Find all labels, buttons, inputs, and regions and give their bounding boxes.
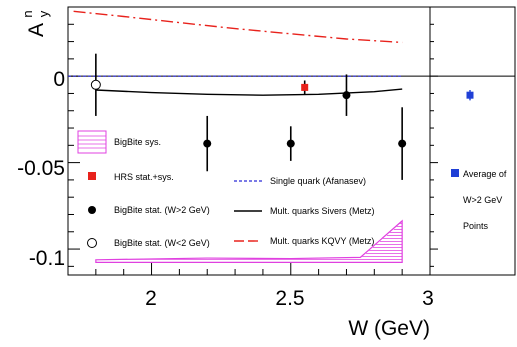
sys-band-group — [95, 219, 403, 263]
legend-label-bigbite-high: BigBite stat. (W>2 GeV) — [114, 205, 210, 215]
side-panel-frame — [429, 6, 516, 276]
legend-symbol-hrs — [88, 172, 96, 180]
legend-label-kqvy: Mult. quarks KQVY (Metz) — [270, 236, 374, 246]
x-tick-label-0: 2 — [145, 287, 157, 310]
data-point-bigbite-high — [342, 91, 351, 100]
x-axis-title: W (GeV) — [348, 317, 430, 340]
y-axis-title-sup: n — [20, 10, 35, 17]
theory-curves — [68, 10, 403, 96]
side-legend-line2: W>2 GeV — [463, 195, 502, 205]
x-tick-label-2: 3 — [422, 287, 434, 310]
y-axis-title: A — [25, 23, 48, 37]
curve-long-dash-dot — [73, 10, 403, 44]
legend-symbol-sys-band — [77, 130, 107, 154]
legend-label-hrs: HRS stat.+sys. — [114, 172, 174, 182]
side-legend-line3: Points — [463, 221, 489, 231]
curve-solid — [95, 88, 403, 96]
data-point-bigbite-high — [286, 139, 295, 148]
legend-label-sivers: Mult. quarks Sivers (Metz) — [270, 206, 375, 216]
data-point-hrs — [301, 83, 309, 91]
y-tick-label-1: -0.05 — [17, 157, 65, 180]
legend-label-bigbite-low: BigBite stat. (W<2 GeV) — [114, 238, 210, 248]
data-points — [90, 53, 407, 180]
legend-label-sys: BigBite sys. — [114, 137, 161, 147]
x-tick-label-1: 2.5 — [275, 287, 304, 310]
y-axis-title-sub: y — [36, 10, 51, 17]
legend-symbol-bigbite-low — [87, 238, 97, 248]
side-panel-legend: Average of W>2 GeV Points — [451, 169, 507, 231]
data-point-bigbite-high — [203, 139, 212, 148]
sys-band-outline — [95, 219, 403, 263]
side-panel-marks — [466, 89, 474, 101]
y-tick-label-2: -0.1 — [29, 247, 65, 270]
side-legend-symbol — [451, 169, 459, 177]
average-point — [466, 91, 474, 99]
data-point-bigbite-low — [90, 79, 101, 90]
legend-label-single-quark: Single quark (Afanasev) — [270, 176, 366, 186]
data-point-bigbite-high — [398, 139, 407, 148]
legend: BigBite sys. HRS stat.+sys. BigBite stat… — [77, 130, 375, 248]
y-tick-label-0: 0 — [53, 68, 65, 91]
side-legend-line1: Average of — [463, 169, 507, 179]
legend-symbol-bigbite-high — [88, 206, 96, 214]
